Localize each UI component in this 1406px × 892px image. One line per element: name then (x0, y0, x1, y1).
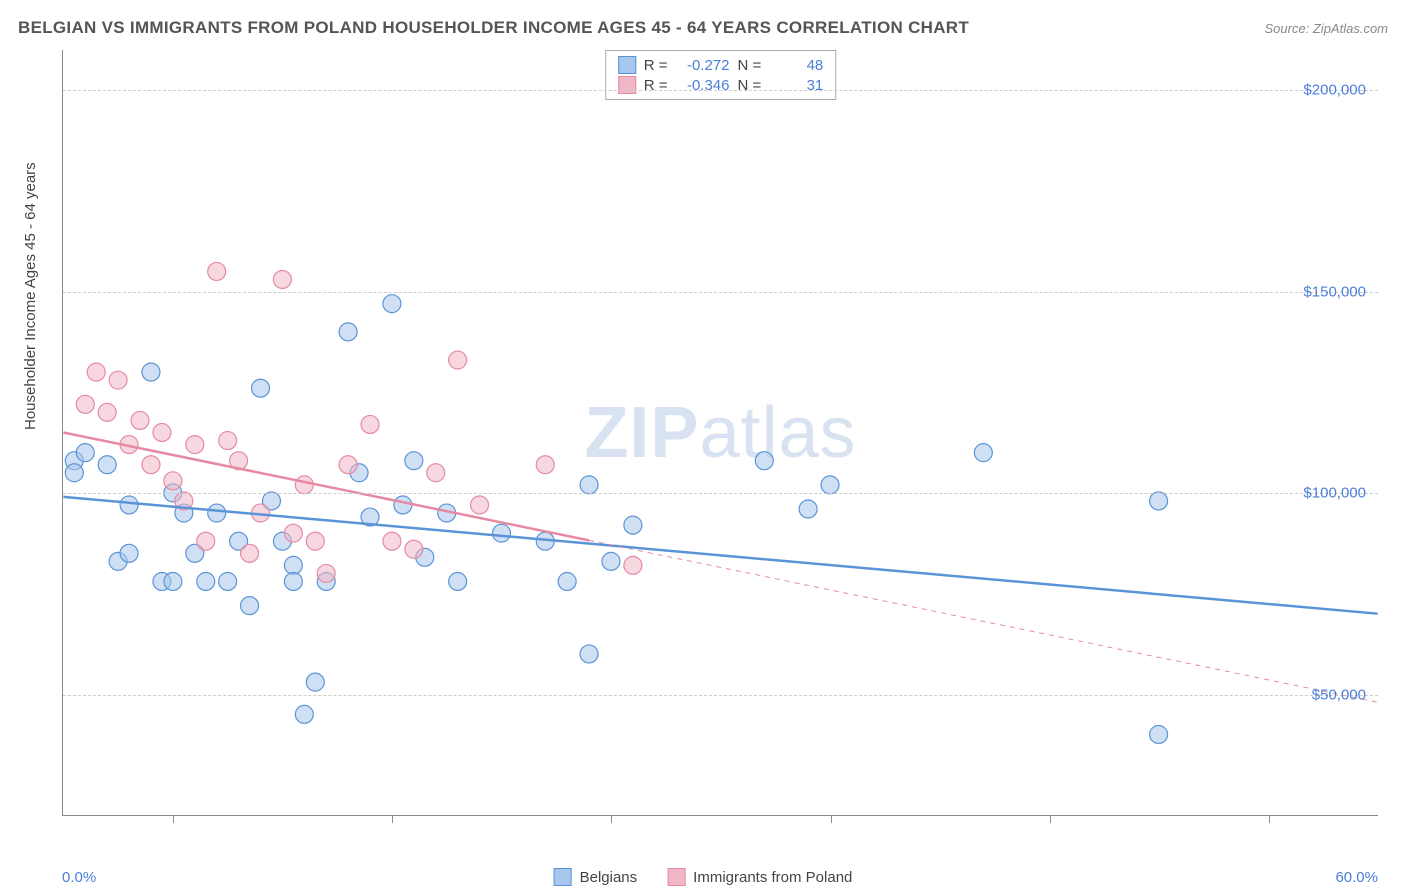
bottom-legend: Belgians Immigrants from Poland (554, 868, 853, 886)
r-label: R = (644, 57, 668, 74)
n-label: N = (738, 57, 762, 74)
stats-row-1: R = -0.272 N = 48 (618, 55, 824, 75)
y-axis-label: Householder Income Ages 45 - 64 years (22, 162, 39, 430)
legend-item-2: Immigrants from Poland (667, 868, 852, 886)
stats-legend-box: R = -0.272 N = 48 R = -0.346 N = 31 (605, 50, 837, 100)
y-tick-label: $150,000 (1303, 283, 1366, 300)
chart-title: BELGIAN VS IMMIGRANTS FROM POLAND HOUSEH… (18, 18, 969, 38)
r-value-1: -0.272 (676, 57, 730, 74)
source-label: Source: ZipAtlas.com (1264, 21, 1388, 36)
y-tick-label: $50,000 (1312, 687, 1366, 704)
legend-label-1: Belgians (580, 869, 638, 886)
swatch-series-1 (618, 56, 636, 74)
stats-row-2: R = -0.346 N = 31 (618, 75, 824, 95)
x-axis-start: 0.0% (62, 869, 96, 886)
scatter-svg (63, 50, 1378, 815)
chart-plot-area: ZIPatlas R = -0.272 N = 48 R = -0.346 N … (62, 50, 1378, 816)
legend-swatch-1 (554, 868, 572, 886)
x-axis-end: 60.0% (1335, 869, 1378, 886)
y-tick-label: $100,000 (1303, 485, 1366, 502)
legend-label-2: Immigrants from Poland (693, 869, 852, 886)
n-value-1: 48 (769, 57, 823, 74)
y-tick-label: $200,000 (1303, 82, 1366, 99)
legend-swatch-2 (667, 868, 685, 886)
legend-item-1: Belgians (554, 868, 638, 886)
